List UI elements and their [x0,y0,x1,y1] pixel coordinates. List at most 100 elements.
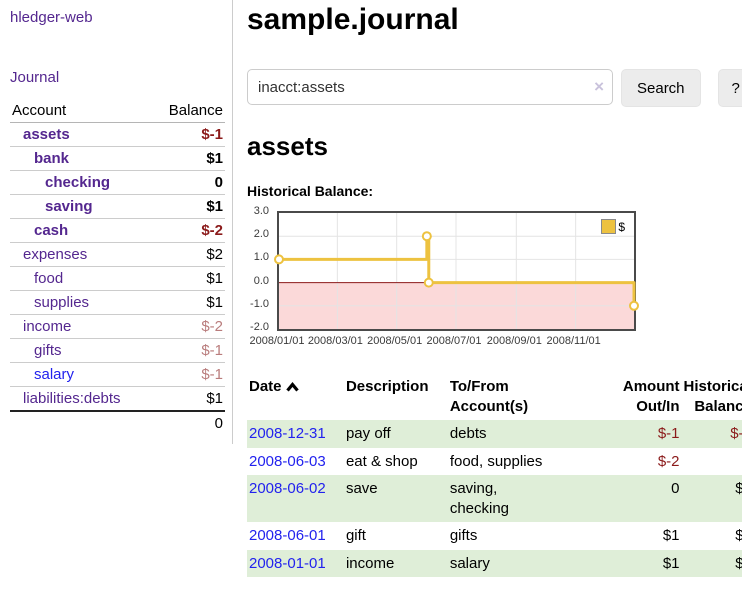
transaction-date-link[interactable]: 2008-01-01 [249,554,326,572]
y-axis-tick: 3.0 [253,205,269,217]
clear-search-icon[interactable]: × [594,77,604,96]
x-axis-tick: 2008/05/01 [367,335,423,347]
account-balance: $1 [206,270,223,287]
transaction-row[interactable]: 2008-12-31 pay off debts $-1 $-1 [247,420,742,448]
sidebar-item-journal[interactable]: Journal [10,69,60,86]
legend-swatch-icon [601,219,617,234]
account-link[interactable]: expenses [23,246,88,263]
transaction-accounts: debts [449,425,487,442]
chart-y-axis: 3.0 2.0 1.0 0.0 -1.0 -2.0 [247,205,275,333]
brand-link[interactable]: hledger-web [10,9,93,26]
transaction-amount: $-1 [657,425,680,442]
accounts-header-row: Account Balance [10,99,225,123]
y-axis-tick: 1.0 [253,251,269,264]
account-link[interactable]: assets [23,126,70,143]
account-balance: $-2 [201,222,223,239]
account-link[interactable]: income [23,318,72,335]
account-row: supplies $1 [10,290,225,315]
accounts-table: Account Balance assets $-1 bank $1 [10,99,225,435]
transaction-description: gift [345,527,366,544]
transaction-description: eat & shop [345,452,418,470]
transaction-amount: $1 [662,554,680,572]
account-link[interactable]: saving [45,198,93,215]
transactions-header-row: Date Description To/From Account(s) Amou… [247,375,742,420]
account-balance: 0 [214,174,223,191]
search-form: × Search ? [247,69,742,107]
account-link[interactable]: checking [45,174,111,191]
account-balance: $1 [206,294,223,311]
transaction-balance: $2 [735,480,742,497]
accounts-header-balance: Balance [151,99,225,123]
account-row: assets $-1 [10,123,225,147]
transaction-row[interactable]: 2008-06-02 save saving, checking 0 $2 [247,475,742,522]
transactions-table: Date Description To/From Account(s) Amou… [247,375,742,577]
account-balance: $-2 [201,318,223,335]
search-input[interactable] [247,69,613,105]
chart-series-svg [274,213,639,329]
account-link[interactable]: liabilities:debts [23,390,121,407]
transaction-date-link[interactable]: 2008-06-03 [249,452,326,470]
account-row: bank $1 [10,146,225,171]
transaction-date-link[interactable]: 2008-06-02 [249,480,326,497]
chart-title: Historical Balance: [247,183,374,199]
account-link[interactable]: food [34,270,64,287]
x-axis-tick: 2008/11/01 [546,335,601,347]
account-link[interactable]: gifts [34,342,62,359]
y-axis-tick: -1.0 [250,297,269,310]
chart-legend: $ [599,218,627,235]
account-row: liabilities:debts $1 [10,386,225,411]
transaction-description: save [345,480,378,497]
y-axis-tick: 0.0 [253,274,269,287]
account-balance: $1 [206,150,223,167]
x-axis-tick: 2008/09/01 [486,335,542,347]
account-link[interactable]: bank [34,150,70,167]
transaction-date-link[interactable]: 2008-12-31 [249,425,326,442]
col-header-date[interactable]: Date [247,375,344,420]
account-row: expenses $2 [10,242,225,267]
account-link[interactable]: supplies [34,294,90,311]
y-axis-tick: 2.0 [253,228,269,241]
x-axis-tick: 2008/03/01 [307,335,363,347]
col-header-date-label: Date [249,378,282,395]
transaction-accounts: salary [449,554,490,572]
col-header-balance: Historical Balance [683,378,742,415]
page-title: sample.journal [247,3,459,36]
account-balance: $2 [206,246,223,263]
col-header-amount: Amount Out/In [622,378,680,415]
account-row: checking 0 [10,170,225,195]
transaction-row[interactable]: 2008-06-03 eat & shop food, supplies $-2… [247,448,742,476]
transaction-description: income [345,554,395,572]
account-link[interactable]: salary [34,366,75,383]
accounts-total-balance: 0 [151,410,225,435]
sort-ascending-icon [285,382,299,392]
account-balance: $1 [206,198,223,215]
accounts-total-row: 0 [10,410,225,435]
col-header-accounts: To/From Account(s) [449,378,529,415]
account-row: gifts $-1 [10,338,225,363]
transaction-accounts: food, supplies [449,452,543,470]
account-balance: $-1 [201,126,223,143]
accounts-header-account: Account [10,99,152,123]
transaction-balance: 0 [682,448,742,476]
account-row: cash $-2 [10,218,225,243]
main-content: sample.journal × Search ? assets Histori… [233,0,742,593]
search-input-wrap: × [247,69,613,107]
transaction-balance: $2 [735,527,742,544]
transaction-row[interactable]: 2008-01-01 income salary $1 $1 [247,549,742,577]
account-link[interactable]: cash [34,222,69,239]
transaction-row[interactable]: 2008-06-01 gift gifts $1 $2 [247,522,742,550]
sidebar: hledger-web Journal Account Balance asse… [0,0,233,444]
transaction-date-link[interactable]: 2008-06-01 [249,527,326,544]
y-axis-tick: -2.0 [250,321,269,333]
account-row: salary $-1 [10,362,225,387]
help-button[interactable]: ? [717,69,742,107]
transaction-amount: 0 [671,480,680,497]
chart-plot-area: $ [274,211,639,331]
account-balance: $1 [206,390,223,407]
account-heading: assets [247,131,328,161]
historical-balance-chart: 3.0 2.0 1.0 0.0 -1.0 -2.0 $ 2008/01/01 2008/03… [247,205,639,353]
chart-x-axis: 2008/01/01 2008/03/01 2008/05/01 2008/07/01… [249,335,632,351]
search-button[interactable]: Search [621,69,701,107]
legend-label: $ [618,219,625,234]
